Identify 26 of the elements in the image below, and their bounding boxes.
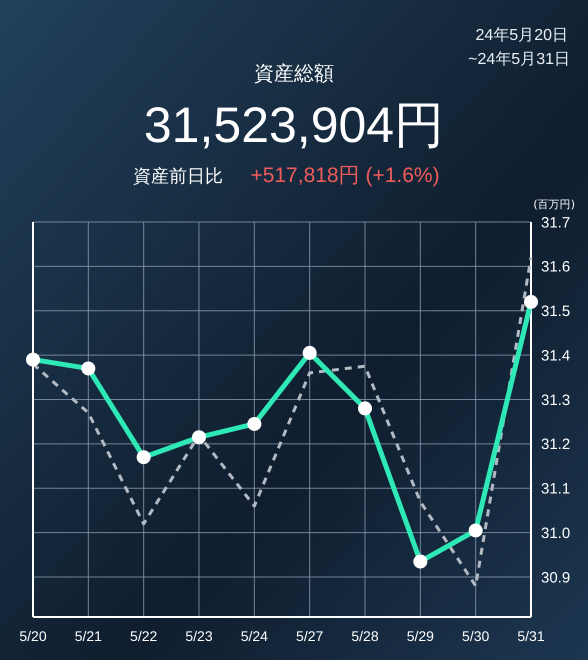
x-tick-label: 5/28	[351, 628, 379, 644]
x-tick-label: 5/24	[240, 628, 268, 644]
text: 31,523,904円	[144, 97, 444, 153]
x-tick-label: 5/21	[74, 628, 102, 644]
text: 資産前日比	[133, 166, 223, 186]
text: +517,818円 (+1.6%)	[250, 164, 440, 187]
y-tick-label: 30.9	[541, 569, 570, 586]
x-tick-label: 5/31	[517, 628, 545, 644]
x-tick-label: 5/29	[406, 628, 434, 644]
text: 24年5月20日	[476, 27, 568, 44]
y-axis-title: (百万円)	[533, 198, 575, 211]
y-tick-label: 31.1	[541, 480, 570, 498]
x-tick-label: 5/30	[462, 628, 490, 644]
y-tick-label: 31.5	[541, 303, 570, 320]
y-tick-label: 31.4	[541, 347, 570, 364]
y-tick-label: 31.3	[541, 392, 570, 409]
x-tick-label: 5/23	[185, 628, 213, 644]
y-tick-label: 31.0	[541, 524, 570, 542]
chart-title: 資産総額	[254, 61, 334, 85]
x-tick-label: 5/22	[130, 628, 158, 644]
x-tick-label: 5/27	[296, 628, 324, 644]
y-tick-label: 31.7	[541, 214, 570, 232]
x-tick-label: 5/20	[19, 628, 47, 644]
y-tick-label: 31.6	[541, 258, 570, 276]
text: ~24年5月31日	[468, 51, 570, 68]
y-tick-label: 31.2	[541, 436, 570, 454]
